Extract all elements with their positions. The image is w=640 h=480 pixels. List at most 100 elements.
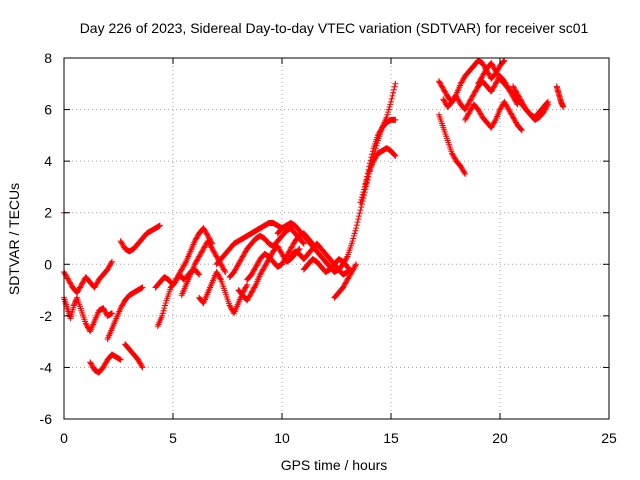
data-point [355, 216, 362, 223]
data-point [491, 83, 498, 90]
data-point [497, 105, 504, 112]
data-point [196, 252, 203, 259]
data-point [274, 243, 281, 250]
data-point [286, 248, 293, 255]
data-point [491, 82, 498, 89]
data-point [182, 259, 189, 266]
data-series-track-t [357, 145, 399, 206]
data-point [248, 271, 255, 278]
data-point [289, 243, 296, 250]
data-point [391, 83, 398, 90]
data-point [263, 259, 270, 266]
data-point [117, 356, 124, 363]
data-point [241, 249, 248, 256]
data-point [200, 225, 207, 232]
data-point [207, 243, 214, 250]
data-point [106, 262, 113, 269]
data-point [217, 275, 224, 282]
data-point [213, 253, 220, 260]
data-point [459, 167, 466, 174]
data-point [460, 75, 467, 82]
data-point [244, 297, 251, 304]
data-point [369, 148, 376, 155]
data-point [162, 299, 169, 306]
data-point [171, 279, 178, 286]
data-point [518, 126, 525, 133]
data-point [212, 252, 219, 259]
data-point [119, 240, 126, 247]
data-point [464, 113, 471, 120]
data-point [64, 275, 71, 282]
data-point [296, 245, 303, 252]
data-point [470, 92, 477, 99]
data-point [466, 109, 473, 116]
data-point [453, 93, 460, 100]
data-point [541, 107, 548, 114]
data-point [510, 114, 517, 121]
data-point [510, 115, 517, 122]
data-point [215, 271, 222, 278]
data-point [358, 196, 365, 203]
data-point [481, 69, 488, 76]
data-point [241, 287, 248, 294]
data-point [117, 305, 124, 312]
data-point [90, 364, 97, 371]
data-point [364, 170, 371, 177]
data-point [348, 240, 355, 247]
y-tick-label: 8 [44, 50, 52, 66]
data-point [73, 296, 80, 303]
data-point [492, 80, 499, 87]
data-point [285, 249, 292, 256]
data-point [356, 213, 363, 220]
data-point [494, 71, 501, 78]
data-point [119, 302, 126, 309]
data-point [345, 274, 352, 281]
data-point [287, 245, 294, 252]
data-point [441, 98, 448, 105]
data-point [353, 261, 360, 268]
data-point [179, 265, 186, 272]
data-point [458, 79, 465, 86]
x-tick-label: 15 [383, 430, 399, 446]
data-point [489, 122, 496, 129]
data-point [480, 61, 487, 68]
data-point [465, 101, 472, 108]
data-point [205, 234, 212, 241]
data-point [540, 109, 547, 116]
data-point [201, 226, 208, 233]
data-point [300, 240, 307, 247]
data-point [218, 262, 225, 269]
data-point [488, 124, 495, 131]
data-point [89, 363, 96, 370]
data-point [238, 256, 245, 263]
data-point [138, 361, 145, 368]
data-point [340, 261, 347, 268]
data-point [467, 106, 474, 113]
data-point [61, 270, 68, 277]
data-point [260, 265, 267, 272]
data-point [500, 58, 507, 65]
data-point [463, 114, 470, 121]
data-series-track-a [61, 258, 115, 296]
data-point [201, 227, 208, 234]
data-point [435, 78, 442, 85]
data-point [520, 101, 527, 108]
data-point [248, 289, 255, 296]
data-point [226, 302, 233, 309]
data-point [208, 244, 215, 251]
data-point [450, 152, 457, 159]
data-point [177, 267, 184, 274]
data-point [515, 92, 522, 99]
data-point [161, 305, 168, 312]
data-point [340, 259, 347, 266]
data-point [459, 78, 466, 85]
data-point [175, 272, 182, 279]
data-point [511, 85, 518, 92]
data-point [377, 128, 384, 135]
data-point [252, 263, 259, 270]
data-point [462, 115, 469, 122]
data-point [365, 166, 372, 173]
data-point [467, 97, 474, 104]
data-point [253, 262, 260, 269]
data-point [543, 103, 550, 110]
